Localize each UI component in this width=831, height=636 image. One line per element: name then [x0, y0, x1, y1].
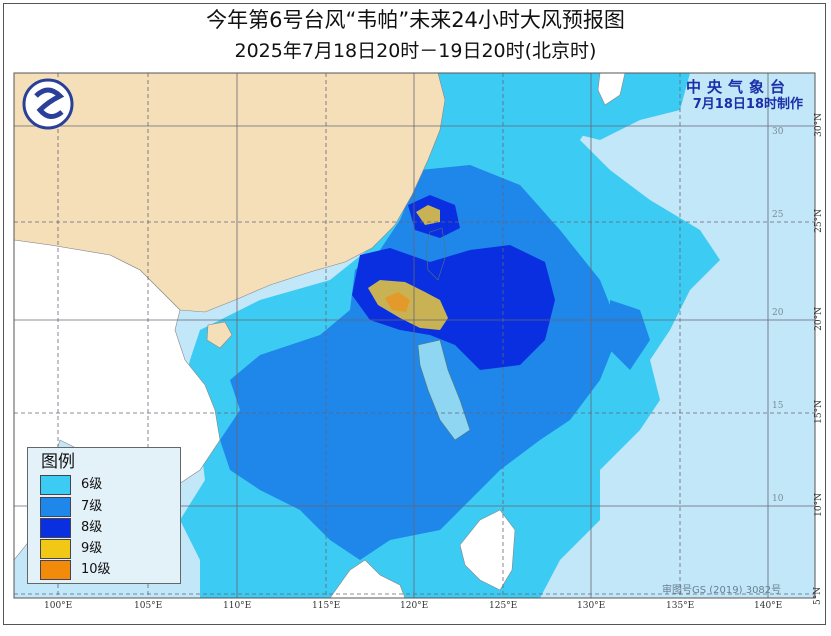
inner-lat-30: 30 [772, 127, 784, 137]
legend-label: 8级 [81, 519, 103, 535]
legend-swatch [40, 538, 71, 559]
legend-swatch [40, 517, 71, 538]
inner-lat-20: 20 [772, 308, 784, 318]
legend-label: 6级 [81, 476, 103, 492]
lat-label-5: 5°N [813, 586, 824, 605]
wind-zone-6-north [520, 73, 690, 140]
issue-time: 7月18日18时制作 [692, 97, 803, 112]
map-title: 今年第6号台风“韦帕”未来24小时大风预报图 [206, 8, 625, 32]
lon-label-100: 100°E [44, 601, 73, 611]
lon-label-135: 135°E [666, 601, 695, 611]
lat-label-30: 30°N [813, 113, 824, 137]
legend-swatch [40, 559, 71, 580]
inner-lat-10: 10 [772, 494, 784, 504]
hainan-island [206, 321, 233, 349]
legend-item-10: 10级 [40, 559, 111, 580]
lat-label-10: 10°N [813, 493, 824, 517]
legend-title: 图例 [41, 452, 75, 472]
lat-label-20: 20°N [813, 307, 824, 331]
legend-item-7: 7级 [40, 496, 102, 517]
inner-lat-25: 25 [772, 210, 784, 220]
japan-land [597, 73, 626, 106]
legend-item-8: 8级 [40, 517, 102, 538]
legend-label: 7级 [81, 498, 103, 514]
wind-zone-9-north [416, 205, 440, 225]
legend-item-6: 6级 [40, 474, 102, 495]
lon-label-125: 125°E [489, 601, 518, 611]
inner-lat-15: 15 [772, 401, 784, 411]
legend: 图例 6级 7级 8级 9级 10级 [27, 447, 181, 584]
wind-zone-7-east [610, 300, 650, 370]
luzon-outline [417, 339, 471, 441]
lat-label-15: 15°N [813, 400, 824, 424]
outer-border [3, 3, 826, 625]
map-frame [13, 72, 816, 599]
map-approval-watermark: 审图号GS (2019) 3082号 [662, 585, 782, 596]
lon-label-110: 110°E [223, 601, 252, 611]
borneo-land [329, 559, 406, 598]
wind-zone-10 [385, 292, 410, 312]
taiwan-outline [425, 227, 447, 281]
lon-label-140: 140°E [754, 601, 783, 611]
lon-label-120: 120°E [400, 601, 429, 611]
map-subtitle: 2025年7月18日20时－19日20时(北京时) [234, 40, 597, 62]
lat-label-25: 25°N [813, 209, 824, 233]
lon-label-130: 130°E [577, 601, 606, 611]
logo-emblem [22, 78, 74, 130]
lon-label-105: 105°E [134, 601, 163, 611]
legend-swatch [40, 496, 71, 517]
wind-zone-8 [352, 245, 555, 370]
legend-item-9: 9级 [40, 538, 102, 559]
mindanao-land [459, 509, 516, 591]
legend-label: 9级 [81, 540, 103, 556]
legend-label: 10级 [81, 561, 111, 577]
agency-name: 中央气象台 [685, 78, 791, 96]
legend-swatch [40, 474, 71, 495]
lon-label-115: 115°E [312, 601, 341, 611]
